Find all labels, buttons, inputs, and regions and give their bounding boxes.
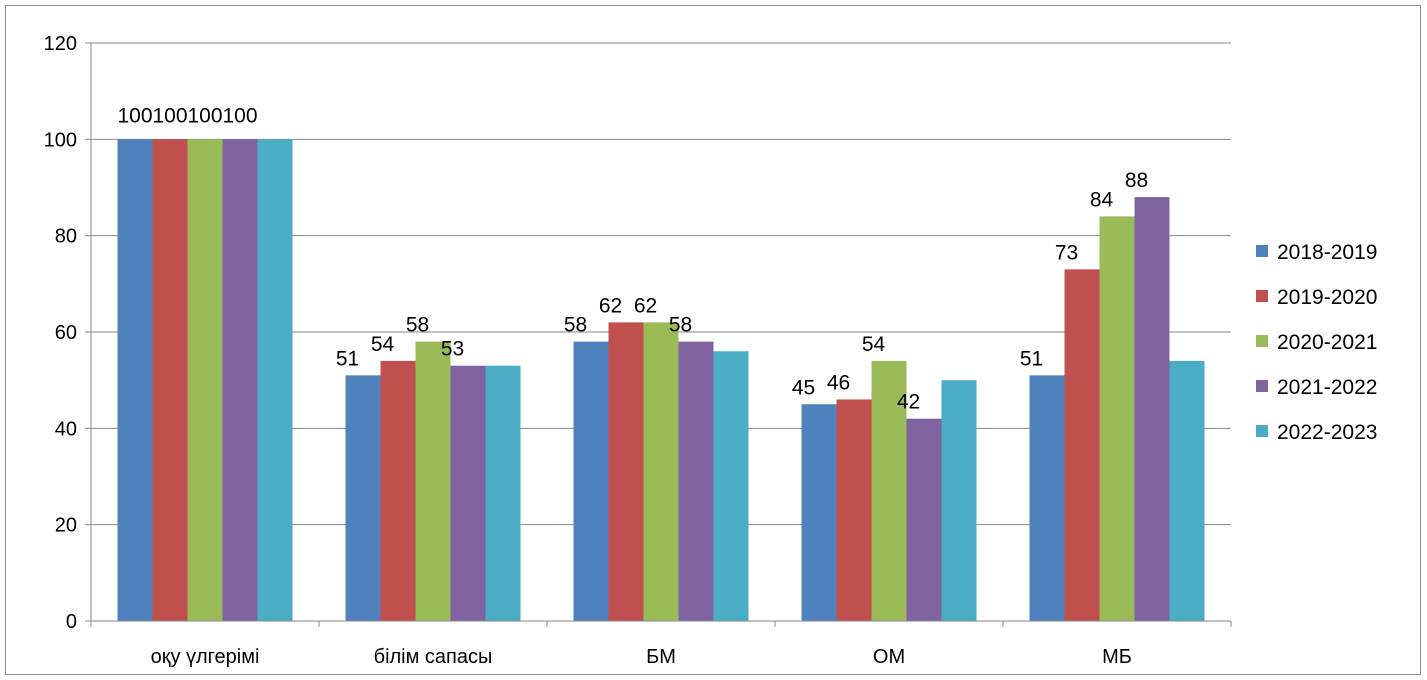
bar — [485, 365, 521, 621]
legend-swatch — [1256, 290, 1268, 302]
data-label: 54 — [371, 333, 395, 356]
x-tick-label: білім сапасы — [374, 646, 493, 668]
data-label: 45 — [792, 376, 815, 399]
data-label: 62 — [634, 294, 657, 317]
legend-swatch — [1256, 245, 1268, 257]
bar — [1029, 375, 1065, 621]
bars — [117, 139, 1205, 622]
legend-label: 2022-2023 — [1277, 421, 1377, 444]
x-tick-label: МБ — [1102, 646, 1132, 668]
data-label: 58 — [406, 314, 429, 337]
bar — [713, 351, 749, 621]
chart-frame: 0 20 40 60 80 100 120 оқу үлгерімі білім сапасы Б… — [5, 5, 1421, 675]
bar — [608, 322, 644, 621]
legend-label: 2020-2021 — [1277, 331, 1377, 354]
bar — [187, 139, 223, 622]
bar — [801, 404, 837, 621]
bar-chart: 0 20 40 60 80 100 120 оқу үлгерімі білім сапасы Б… — [44, 33, 1378, 668]
data-label: 58 — [669, 314, 692, 337]
bar — [1134, 197, 1170, 621]
x-tick-label: БМ — [646, 646, 676, 668]
bar — [643, 322, 679, 621]
data-label: 54 — [862, 333, 886, 356]
y-tick-label: 0 — [66, 611, 77, 633]
bar — [573, 341, 609, 621]
y-tick-label: 100 — [44, 129, 77, 151]
bar — [152, 139, 188, 622]
data-label: 46 — [827, 371, 850, 394]
bar — [345, 375, 381, 621]
data-label: 84 — [1090, 188, 1114, 211]
bar — [941, 380, 977, 621]
legend-label: 2019-2020 — [1277, 286, 1377, 309]
data-label: 42 — [897, 391, 920, 414]
bar — [380, 360, 416, 621]
bar — [415, 341, 451, 621]
y-tick-label: 120 — [44, 33, 77, 55]
data-label: 62 — [599, 294, 622, 317]
bar — [678, 341, 714, 621]
bar — [906, 418, 942, 621]
legend: 2018-2019 2019-2020 2020-2021 2021-2022 2022… — [1256, 241, 1377, 444]
bar — [222, 139, 258, 622]
y-tick-label: 80 — [55, 226, 77, 248]
data-labels: 100 51 58 45 51 100 54 62 46 73 100 58 62 54 84 100 53 58… — [117, 104, 1148, 413]
bar — [1169, 360, 1205, 621]
bar — [117, 139, 153, 622]
bar — [871, 360, 907, 621]
data-label: 58 — [564, 314, 587, 337]
axes: 0 20 40 60 80 100 120 оқу үлгерімі білім сапасы Б… — [44, 33, 1232, 668]
legend-swatch — [1256, 425, 1268, 437]
x-tick-label: оқу үлгерімі — [151, 646, 260, 668]
data-label: 73 — [1055, 241, 1078, 264]
data-label: 88 — [1125, 169, 1148, 192]
bar — [450, 365, 486, 621]
y-tick-label: 40 — [55, 418, 77, 440]
y-tick-label: 60 — [55, 322, 77, 344]
legend-label: 2018-2019 — [1277, 241, 1377, 264]
x-tick-label: ОМ — [873, 646, 905, 668]
legend-swatch — [1256, 380, 1268, 392]
data-label: 51 — [1020, 347, 1043, 370]
data-label: 51 — [336, 347, 359, 370]
data-label: 100 — [187, 104, 222, 127]
bar — [1064, 269, 1100, 621]
data-label: 100 — [117, 104, 152, 127]
legend-label: 2021-2022 — [1277, 376, 1377, 399]
bar — [257, 139, 293, 622]
data-label: 100 — [222, 104, 257, 127]
bar — [1099, 216, 1135, 621]
bar — [836, 399, 872, 621]
y-tick-label: 20 — [55, 515, 77, 537]
data-label: 53 — [441, 338, 464, 361]
legend-swatch — [1256, 335, 1268, 347]
data-label: 100 — [152, 104, 187, 127]
